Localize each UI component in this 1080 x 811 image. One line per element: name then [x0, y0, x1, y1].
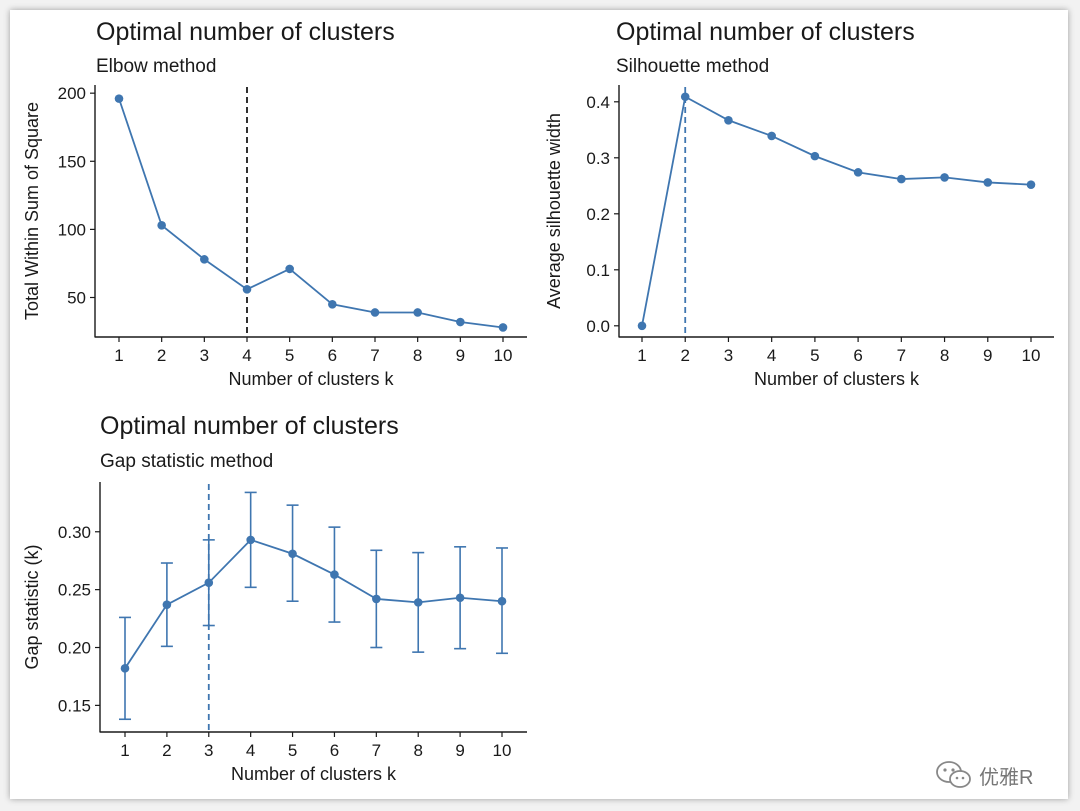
silhouette-data-point: [1026, 180, 1036, 189]
elbow-y-axis-title: Total Within Sum of Square: [22, 102, 42, 320]
elbow-data-point: [456, 317, 465, 327]
gap-y-tick-label: 0.20: [58, 639, 91, 658]
silhouette-x-tick-label: 5: [810, 346, 819, 365]
gap-x-tick-label: 10: [493, 741, 512, 760]
silhouette-x-tick-label: 2: [680, 346, 689, 365]
figure-frame: Optimal number of clusters Elbow method 1 2…: [10, 10, 1068, 799]
silhouette-x-axis-title: Number of clusters k: [754, 369, 920, 389]
silhouette-data-point: [810, 151, 820, 161]
elbow-y-tick-label: 50: [67, 288, 86, 307]
gap-y-axis-title: Gap statistic (k): [22, 544, 42, 669]
silhouette-x-tick-label: 4: [767, 346, 776, 365]
gap-x-tick-label: 1: [120, 741, 129, 760]
gap-data-point: [288, 549, 297, 559]
gap-data-point: [372, 594, 381, 604]
gap-data-point: [120, 664, 130, 673]
watermark: 优雅R: [935, 758, 1033, 792]
gap-x-axis-title: Number of clusters k: [231, 764, 397, 784]
gap-title: Optimal number of clusters: [100, 412, 399, 440]
silhouette-data-point: [767, 131, 776, 141]
silhouette-title: Optimal number of clusters: [616, 18, 915, 46]
gap-data-point: [497, 596, 507, 606]
gap-panel: Optimal number of clusters Gap statistic …: [22, 412, 527, 784]
elbow-y-tick-label: 150: [58, 152, 86, 171]
elbow-x-tick-label: 6: [328, 346, 337, 365]
silhouette-data-point: [983, 178, 993, 187]
silhouette-data-point: [897, 174, 906, 184]
elbow-x-tick-label: 3: [200, 346, 209, 365]
gap-x-tick-label: 3: [204, 741, 213, 760]
elbow-x-tick-label: 5: [285, 346, 294, 365]
silhouette-y-tick-label: 0.2: [586, 205, 610, 224]
gap-y-tick-label: 0.15: [58, 696, 91, 715]
silhouette-x-tick-label: 3: [724, 346, 733, 365]
silhouette-data-point: [724, 115, 733, 125]
silhouette-panel: Optimal number of clusters Silhouette met…: [544, 18, 1054, 389]
gap-subtitle: Gap statistic method: [100, 451, 273, 472]
silhouette-x-tick-label: 7: [897, 346, 906, 365]
elbow-panel: Optimal number of clusters Elbow method 1 2…: [22, 18, 527, 389]
elbow-x-axis-title: Number of clusters k: [228, 369, 394, 389]
silhouette-series-line: [641, 95, 1032, 326]
silhouette-y-tick-label: 0.4: [586, 93, 610, 112]
silhouette-data-point: [680, 92, 690, 102]
elbow-x-tick-label: 8: [413, 346, 422, 365]
elbow-title: Optimal number of clusters: [96, 18, 395, 46]
silhouette-x-tick-label: 8: [940, 346, 949, 365]
gap-data-point: [204, 578, 214, 587]
gap-data-point: [330, 570, 339, 579]
silhouette-data-point: [853, 168, 863, 177]
elbow-series-line: [118, 98, 504, 329]
elbow-data-point: [498, 323, 508, 332]
gap-x-tick-label: 5: [288, 741, 297, 760]
elbow-x-tick-label: 2: [157, 346, 166, 365]
elbow-y-tick-label: 200: [58, 84, 86, 103]
elbow-data-point: [413, 308, 422, 317]
gap-y-tick-label: 0.30: [58, 523, 91, 542]
gap-x-tick-label: 4: [246, 741, 255, 760]
gap-series-line: [124, 538, 503, 669]
silhouette-x-tick-label: 6: [853, 346, 862, 365]
silhouette-data-point: [940, 173, 949, 182]
elbow-data-point: [328, 300, 337, 309]
gap-x-tick-label: 9: [455, 741, 464, 760]
silhouette-x-tick-label: 1: [637, 346, 646, 365]
gap-x-tick-label: 7: [372, 741, 381, 760]
silhouette-y-tick-label: 0.0: [586, 317, 610, 336]
gap-data-point: [455, 593, 465, 603]
elbow-y-tick-label: 100: [58, 220, 86, 239]
gap-data-point: [413, 598, 423, 607]
silhouette-subtitle: Silhouette method: [616, 56, 769, 77]
silhouette-y-tick-label: 0.3: [586, 149, 610, 168]
elbow-subtitle: Elbow method: [96, 56, 216, 77]
gap-x-tick-label: 8: [413, 741, 422, 760]
gap-y-tick-label: 0.25: [58, 581, 91, 600]
elbow-x-tick-label: 9: [456, 346, 465, 365]
elbow-data-point: [114, 94, 124, 103]
silhouette-data-point: [637, 321, 647, 331]
gap-x-tick-label: 6: [330, 741, 339, 760]
gap-data-point: [246, 535, 255, 545]
elbow-x-tick-label: 10: [494, 346, 513, 365]
cluster-figure: Optimal number of clusters Elbow method 1 2…: [22, 18, 1054, 784]
gap-data-point: [162, 600, 172, 609]
elbow-x-tick-label: 1: [114, 346, 123, 365]
silhouette-y-tick-label: 0.1: [586, 261, 610, 280]
elbow-data-point: [200, 255, 209, 264]
silhouette-y-axis-title: Average silhouette width: [544, 113, 564, 309]
elbow-x-tick-label: 4: [242, 346, 251, 365]
gap-x-tick-label: 2: [162, 741, 171, 760]
silhouette-x-tick-label: 10: [1022, 346, 1041, 365]
silhouette-x-tick-label: 9: [983, 346, 992, 365]
elbow-x-tick-label: 7: [370, 346, 379, 365]
wechat-icon: [936, 761, 971, 788]
elbow-data-point: [242, 285, 252, 294]
elbow-data-point: [157, 221, 166, 230]
elbow-data-point: [370, 308, 380, 317]
watermark-text: 优雅R: [979, 766, 1034, 789]
elbow-data-point: [285, 264, 294, 274]
